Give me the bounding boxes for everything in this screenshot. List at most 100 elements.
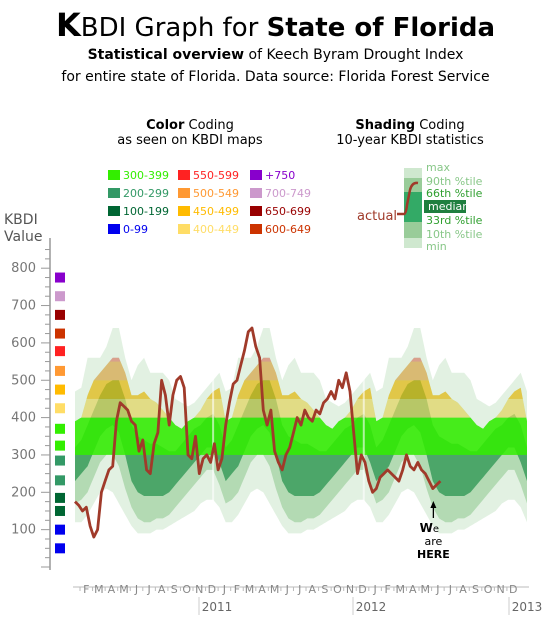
x-tick-label: J: [146, 583, 150, 596]
strip-swatch: [55, 524, 65, 535]
y-tick-label: 700: [11, 299, 36, 314]
strip-swatch: [55, 505, 65, 516]
y-tick-label: 100: [11, 523, 36, 538]
shading-label: 10th %tile: [426, 228, 483, 241]
y-tick-label: 300: [11, 448, 36, 463]
year-label: 2012: [356, 600, 387, 614]
x-tick-label: D: [358, 583, 366, 596]
x-tick-label: J: [435, 583, 439, 596]
x-tick-label: F: [384, 583, 390, 596]
subtitle-line-1: Statistical overview of Keech Byram Drou…: [0, 47, 551, 63]
legend-label: 600-649: [265, 223, 311, 236]
here-here: HERE: [417, 548, 450, 561]
x-tick-label: F: [234, 583, 240, 596]
y-tick-label: 200: [11, 485, 36, 500]
actual-kbdi-line: [74, 326, 442, 539]
column-gap: [212, 300, 215, 570]
strip-swatch: [55, 328, 65, 339]
strip-swatch: [55, 492, 65, 503]
legend-swatch: [250, 170, 262, 180]
strip-swatch: [55, 291, 65, 302]
x-tick-label: J: [134, 583, 138, 596]
x-tick-label: A: [108, 583, 116, 596]
shading-label: 33rd %tile: [426, 214, 483, 227]
legend-label: 400-449: [193, 223, 239, 236]
strip-swatch: [55, 384, 65, 395]
legend-label: 500-549: [193, 187, 239, 200]
y-axis-title: KBDI Value: [4, 212, 42, 246]
subtitle-bold: Statistical overview: [87, 47, 245, 63]
x-tick-label: S: [321, 583, 328, 596]
legend-label: 100-199: [123, 205, 169, 218]
legend-label: 450-499: [193, 205, 239, 218]
x-tick-label: N: [497, 583, 505, 596]
x-tick-label: A: [309, 583, 317, 596]
page-title: KBDI Graph for State of Florida: [0, 6, 551, 44]
year-label: 2011: [202, 600, 233, 614]
y-axis: 100 200 300 400 500 600 700 800: [11, 238, 51, 570]
legend-label: 550-599: [193, 169, 239, 182]
color-coding-header: Color Coding as seen on KBDI maps: [95, 118, 285, 148]
here-e: e: [433, 524, 439, 535]
x-tick-label: J: [222, 583, 226, 596]
color-coding-rest: Coding: [184, 118, 234, 133]
legend-swatch: [108, 188, 120, 198]
legend-swatch: [178, 188, 190, 198]
color-scale-strip: [55, 272, 65, 554]
shading-label: max: [426, 161, 450, 174]
shading-coding-rest: Coding: [415, 118, 465, 133]
strip-swatch: [55, 403, 65, 414]
x-tick-label: M: [119, 583, 129, 596]
x-tick-label: A: [158, 583, 166, 596]
y-tick-label: 600: [11, 336, 36, 351]
strip-swatch: [55, 475, 65, 486]
legend-label: 650-699: [265, 205, 311, 218]
legend-swatch: [250, 206, 262, 216]
color-coding-bold: Color: [146, 118, 185, 133]
legend-swatch: [108, 170, 120, 180]
strip-swatch: [55, 455, 65, 466]
legend-label: 700-749: [265, 187, 311, 200]
x-tick-label: M: [270, 583, 280, 596]
x-tick-label: A: [258, 583, 266, 596]
legend-label: 200-299: [123, 187, 169, 200]
here-are: are: [424, 535, 442, 548]
strip-swatch: [55, 272, 65, 283]
y-tick-label: 500: [11, 373, 36, 388]
legend-swatch: [108, 224, 120, 234]
legend-label: +750: [265, 169, 295, 182]
actual-legend-label: actual: [357, 209, 397, 224]
shading-label: min: [426, 240, 447, 253]
y-axis-title-line1: KBDI: [4, 212, 38, 228]
color-legend: 300-399 550-599 +750 200-299 500-549 700-749 1…: [108, 169, 311, 236]
y-tick-label: 800: [11, 261, 36, 276]
title-k: K: [55, 6, 81, 44]
legend-swatch: [178, 206, 190, 216]
statistics-bands: [75, 300, 527, 570]
x-tick-label: O: [333, 583, 342, 596]
title-rest: BDI Graph for: [80, 13, 267, 43]
shading-label: median: [428, 200, 469, 213]
here-w: W: [420, 521, 433, 535]
x-tick-label: S: [171, 583, 178, 596]
median-label-bg: [424, 200, 466, 213]
x-tick-label: J: [448, 583, 452, 596]
here-we: We: [420, 521, 439, 535]
strip-swatch: [55, 346, 65, 357]
year-label: 2013: [512, 600, 543, 614]
legend-swatch: [178, 224, 190, 234]
here-arrow-head: [430, 501, 437, 508]
y-axis-title-line2: Value: [4, 229, 43, 245]
shading-label: 90th %tile: [426, 175, 483, 188]
x-tick-label: N: [195, 583, 203, 596]
x-tick-label: N: [346, 583, 354, 596]
y-tick-label: 400: [11, 411, 36, 426]
strip-swatch: [55, 543, 65, 554]
x-tick-label: M: [245, 583, 255, 596]
shading-coding-line2: 10-year KBDI statistics: [336, 133, 484, 148]
strip-swatch: [55, 365, 65, 376]
x-tick-label: M: [421, 583, 431, 596]
